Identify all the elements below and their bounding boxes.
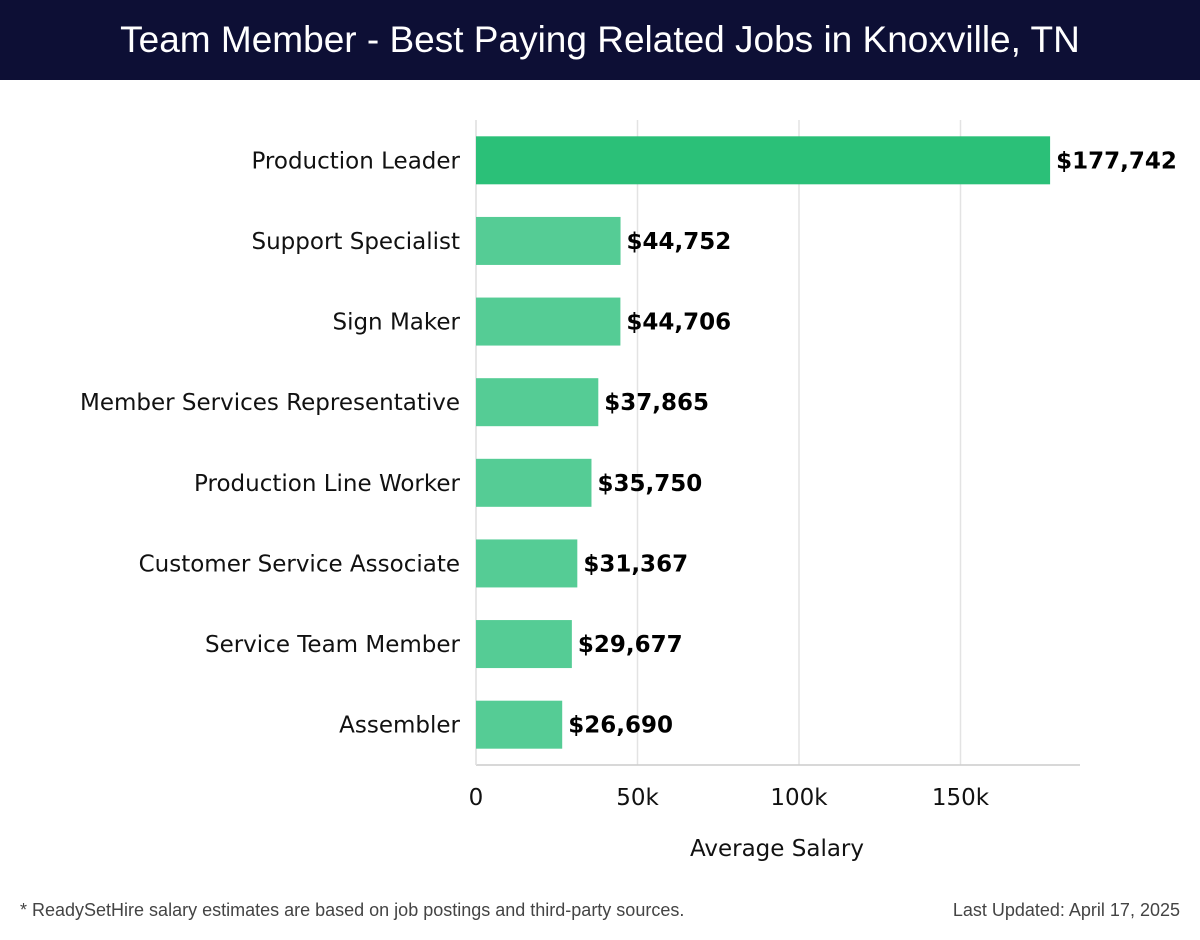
value-label: $29,677 — [578, 632, 683, 658]
value-label: $44,706 — [626, 310, 731, 336]
bar — [476, 539, 578, 588]
bar — [476, 297, 621, 346]
last-updated: Last Updated: April 17, 2025 — [952, 900, 1180, 920]
x-tick-labels: 0 50k 100k 150k — [469, 785, 990, 811]
category-label: Assembler — [339, 713, 460, 739]
x-tick-label: 150k — [932, 785, 990, 811]
category-label: Member Services Representative — [80, 390, 460, 416]
header-bar: Team Member - Best Paying Related Jobs i… — [0, 0, 1200, 80]
category-label: Production Line Worker — [194, 471, 460, 497]
category-label: Production Leader — [251, 148, 460, 174]
bar — [476, 378, 599, 427]
value-label: $35,750 — [597, 471, 702, 497]
value-label: $31,367 — [583, 551, 688, 577]
x-tick-label: 0 — [469, 785, 484, 811]
bar — [476, 216, 621, 265]
category-label: Sign Maker — [332, 310, 460, 336]
footnote: * ReadySetHire salary estimates are base… — [20, 900, 685, 920]
grid-lines — [475, 120, 1080, 766]
category-labels: Production Leader Support Specialist Sign … — [80, 148, 461, 738]
category-label: Customer Service Associate — [139, 551, 460, 577]
x-axis-title: Average Salary — [690, 836, 864, 862]
x-tick-label: 100k — [770, 785, 828, 811]
bars — [476, 136, 1051, 749]
value-label: $177,742 — [1056, 148, 1177, 174]
x-tick-label: 50k — [616, 785, 659, 811]
value-labels: $177,742 $44,752 $44,706 $37,865 $35,750 $31,… — [568, 148, 1177, 738]
chart-title: Team Member - Best Paying Related Jobs i… — [120, 19, 1080, 60]
bar — [476, 700, 563, 749]
bar — [476, 620, 572, 669]
category-label: Service Team Member — [205, 632, 461, 658]
value-label: $37,865 — [604, 390, 709, 416]
bar — [476, 136, 1051, 185]
value-label: $44,752 — [627, 229, 732, 255]
category-label: Support Specialist — [252, 229, 461, 255]
bar-chart: Production Leader Support Specialist Sign … — [80, 120, 1177, 862]
bar — [476, 458, 592, 507]
value-label: $26,690 — [568, 713, 673, 739]
